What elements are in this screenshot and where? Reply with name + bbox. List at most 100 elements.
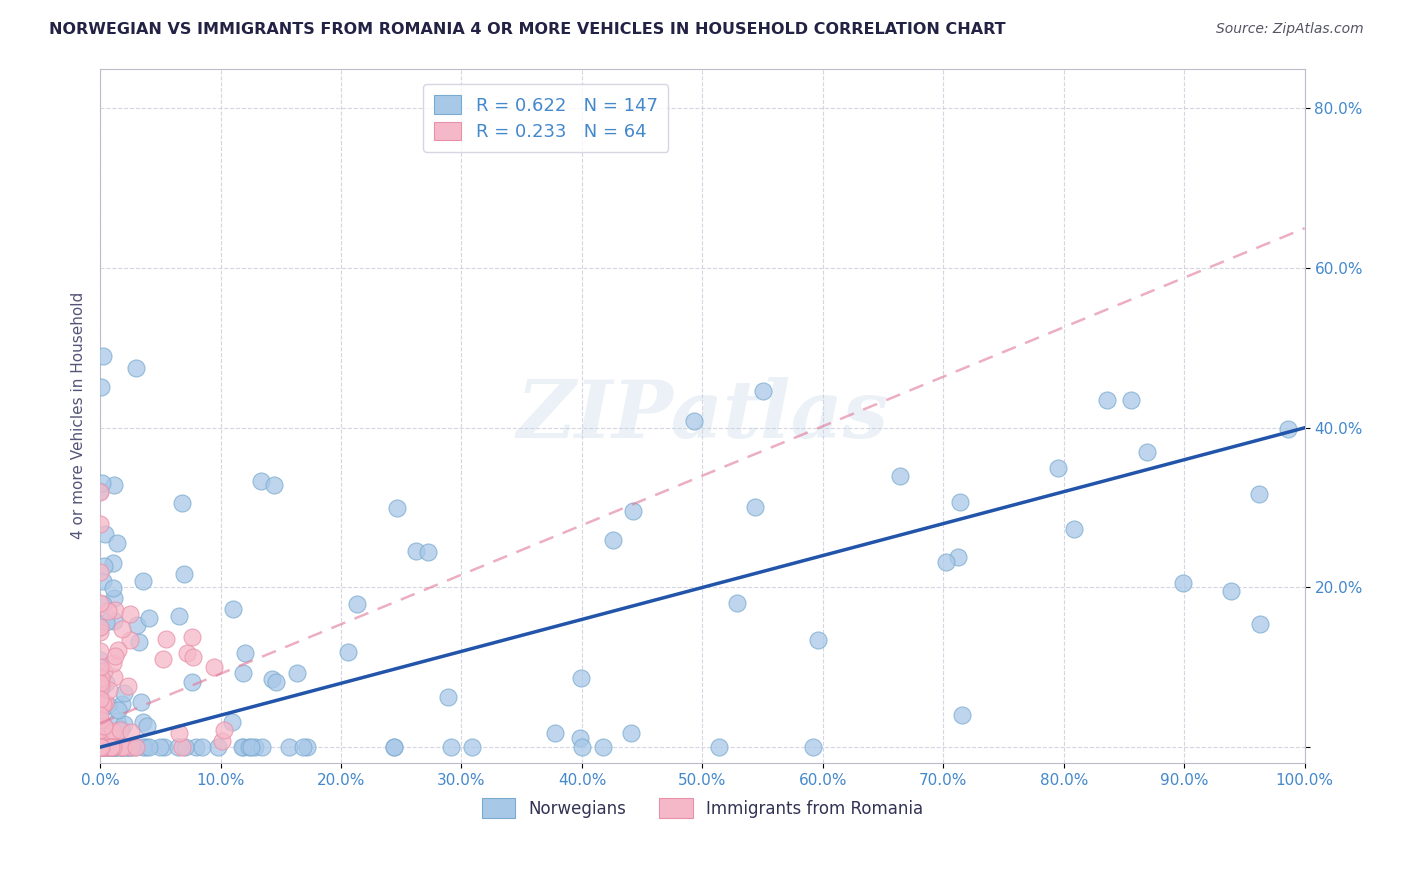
Norwegians — [97, 740, 120, 755]
Norwegians — [112, 717, 135, 731]
Immigrants from Romania — [90, 727, 112, 741]
Immigrants from Romania — [155, 632, 177, 646]
Norwegians — [249, 474, 271, 488]
Legend: Norwegians, Immigrants from Romania: Norwegians, Immigrants from Romania — [475, 792, 929, 824]
Immigrants from Romania — [89, 736, 111, 750]
Norwegians — [101, 581, 124, 595]
Norwegians — [744, 500, 766, 515]
Immigrants from Romania — [211, 734, 233, 748]
Norwegians — [263, 478, 285, 492]
Immigrants from Romania — [91, 697, 114, 711]
Norwegians — [132, 714, 155, 729]
Immigrants from Romania — [108, 723, 131, 738]
Immigrants from Romania — [202, 660, 225, 674]
Norwegians — [1047, 460, 1070, 475]
Immigrants from Romania — [176, 646, 198, 660]
Immigrants from Romania — [89, 740, 111, 755]
Norwegians — [245, 740, 267, 755]
Immigrants from Romania — [183, 650, 205, 665]
Immigrants from Romania — [89, 692, 111, 706]
Norwegians — [1063, 522, 1085, 536]
Immigrants from Romania — [170, 740, 193, 755]
Immigrants from Romania — [100, 726, 122, 740]
Norwegians — [111, 740, 134, 755]
Norwegians — [101, 740, 124, 755]
Immigrants from Romania — [120, 633, 142, 648]
Norwegians — [118, 740, 141, 755]
Norwegians — [124, 740, 146, 755]
Norwegians — [295, 740, 318, 755]
Immigrants from Romania — [89, 676, 111, 690]
Norwegians — [91, 349, 114, 363]
Immigrants from Romania — [181, 630, 204, 644]
Norwegians — [152, 740, 174, 755]
Norwegians — [112, 686, 135, 700]
Immigrants from Romania — [98, 683, 121, 698]
Norwegians — [94, 740, 117, 755]
Immigrants from Romania — [125, 740, 148, 755]
Immigrants from Romania — [89, 565, 111, 579]
Immigrants from Romania — [90, 740, 112, 755]
Norwegians — [103, 591, 125, 606]
Norwegians — [105, 714, 128, 729]
Norwegians — [751, 384, 773, 398]
Immigrants from Romania — [93, 718, 115, 732]
Norwegians — [1135, 445, 1157, 459]
Norwegians — [1220, 584, 1243, 599]
Norwegians — [93, 559, 115, 574]
Norwegians — [889, 469, 911, 483]
Immigrants from Romania — [91, 740, 114, 755]
Immigrants from Romania — [89, 723, 111, 737]
Norwegians — [807, 632, 830, 647]
Norwegians — [90, 740, 112, 755]
Norwegians — [949, 494, 972, 508]
Norwegians — [191, 740, 214, 755]
Norwegians — [346, 597, 368, 611]
Norwegians — [437, 690, 460, 704]
Immigrants from Romania — [89, 620, 111, 634]
Norwegians — [131, 695, 153, 709]
Norwegians — [125, 618, 148, 632]
Norwegians — [231, 740, 253, 755]
Immigrants from Romania — [101, 740, 124, 755]
Text: ZIPatlas: ZIPatlas — [516, 377, 889, 455]
Norwegians — [135, 740, 157, 755]
Norwegians — [621, 504, 644, 518]
Norwegians — [89, 673, 111, 688]
Y-axis label: 4 or more Vehicles in Household: 4 or more Vehicles in Household — [72, 293, 86, 540]
Norwegians — [90, 740, 112, 755]
Immigrants from Romania — [103, 670, 125, 684]
Immigrants from Romania — [104, 648, 127, 663]
Norwegians — [103, 740, 125, 755]
Immigrants from Romania — [110, 740, 132, 755]
Norwegians — [385, 501, 408, 516]
Norwegians — [725, 596, 748, 610]
Text: NORWEGIAN VS IMMIGRANTS FROM ROMANIA 4 OR MORE VEHICLES IN HOUSEHOLD CORRELATION: NORWEGIAN VS IMMIGRANTS FROM ROMANIA 4 O… — [49, 22, 1005, 37]
Norwegians — [90, 740, 112, 755]
Norwegians — [89, 740, 111, 755]
Norwegians — [232, 666, 254, 681]
Immigrants from Romania — [100, 740, 122, 755]
Norwegians — [337, 645, 360, 659]
Norwegians — [1097, 392, 1119, 407]
Norwegians — [382, 740, 405, 755]
Norwegians — [105, 536, 128, 550]
Immigrants from Romania — [118, 607, 141, 621]
Norwegians — [103, 614, 125, 628]
Immigrants from Romania — [91, 739, 114, 754]
Norwegians — [132, 740, 155, 755]
Norwegians — [103, 477, 125, 491]
Norwegians — [207, 740, 229, 755]
Norwegians — [104, 740, 127, 755]
Norwegians — [98, 740, 121, 755]
Immigrants from Romania — [89, 713, 111, 727]
Norwegians — [950, 708, 973, 723]
Norwegians — [93, 700, 115, 714]
Text: Source: ZipAtlas.com: Source: ZipAtlas.com — [1216, 22, 1364, 37]
Norwegians — [405, 544, 427, 558]
Immigrants from Romania — [90, 740, 112, 755]
Norwegians — [569, 671, 592, 685]
Norwegians — [233, 647, 256, 661]
Norwegians — [174, 740, 197, 755]
Immigrants from Romania — [90, 679, 112, 693]
